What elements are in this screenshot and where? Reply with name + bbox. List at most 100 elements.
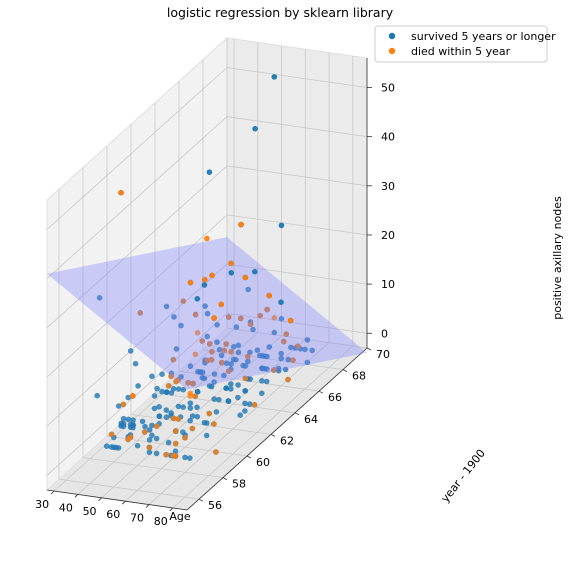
y-axis-line xyxy=(186,347,368,511)
point-survived xyxy=(228,381,234,387)
point-survived xyxy=(278,355,285,362)
x-tick-label: 60 xyxy=(106,508,120,521)
point-died xyxy=(172,440,179,447)
grid-line-y xyxy=(58,189,200,500)
point-died xyxy=(170,356,177,363)
point-survived xyxy=(202,303,208,309)
point-died xyxy=(108,431,115,438)
point-died xyxy=(218,301,224,308)
point-died xyxy=(199,338,205,344)
grid-line-y xyxy=(106,146,248,457)
point-survived xyxy=(278,350,285,357)
point-survived xyxy=(204,420,210,426)
point-survived xyxy=(216,346,223,353)
z-axis-label: positive axillary nodes xyxy=(551,196,564,320)
point-died xyxy=(211,315,217,321)
point-survived xyxy=(233,356,239,363)
grid-line-y xyxy=(130,124,272,435)
point-survived xyxy=(214,339,220,346)
point-died xyxy=(238,221,244,228)
grid-line-z xyxy=(46,116,368,279)
z-tick-label: 20 xyxy=(381,229,395,242)
point-survived xyxy=(206,169,213,175)
point-survived xyxy=(278,299,284,306)
point-survived xyxy=(142,423,148,430)
point-died xyxy=(290,357,296,364)
point-survived xyxy=(151,405,158,412)
grid-line-z xyxy=(46,165,368,329)
point-survived xyxy=(146,427,153,433)
x-tick-label: 70 xyxy=(130,512,144,525)
point-died xyxy=(118,189,124,196)
point-survived xyxy=(146,437,153,443)
point-survived xyxy=(130,424,136,431)
point-survived xyxy=(245,286,251,293)
point-survived xyxy=(204,333,210,340)
y-tick-label: 68 xyxy=(352,370,366,383)
point-survived xyxy=(254,347,261,354)
point-survived xyxy=(242,400,248,407)
point-survived xyxy=(278,316,285,322)
point-survived xyxy=(278,222,285,229)
point-survived xyxy=(213,409,220,415)
legend-marker-died xyxy=(388,47,396,55)
point-survived xyxy=(252,268,258,275)
point-survived xyxy=(163,407,170,413)
point-died xyxy=(257,312,263,319)
point-survived xyxy=(189,413,196,419)
point-died xyxy=(182,435,188,441)
point-survived xyxy=(247,401,253,407)
point-survived xyxy=(247,349,253,356)
scatter-points-front xyxy=(118,74,294,324)
point-survived xyxy=(132,360,139,367)
point-died xyxy=(280,338,287,345)
point-survived xyxy=(175,403,182,410)
point-died xyxy=(295,343,301,350)
point-survived xyxy=(159,371,165,378)
decision-plane-surface xyxy=(47,237,367,390)
y-tick-label: 60 xyxy=(256,456,270,469)
point-survived xyxy=(154,385,160,392)
point-survived xyxy=(194,296,201,302)
point-survived xyxy=(163,389,170,396)
point-survived xyxy=(263,378,270,385)
point-died xyxy=(189,425,196,432)
y-tick-label: 56 xyxy=(208,499,222,512)
z-tick-label: 30 xyxy=(381,180,395,193)
point-died xyxy=(245,353,251,360)
point-survived xyxy=(247,376,253,382)
point-survived xyxy=(170,386,177,392)
x-axis-label: Age xyxy=(169,510,191,523)
legend-label-died: died within 5 year xyxy=(411,45,511,58)
point-survived xyxy=(285,356,292,363)
point-survived xyxy=(228,270,235,276)
y-tick-mark xyxy=(222,477,228,480)
point-survived xyxy=(180,386,187,393)
point-survived xyxy=(266,344,273,350)
point-survived xyxy=(171,314,177,320)
point-survived xyxy=(211,396,217,402)
point-died xyxy=(141,429,148,435)
point-died xyxy=(175,416,182,422)
point-survived xyxy=(134,442,141,449)
point-died xyxy=(225,368,232,375)
point-survived xyxy=(180,404,186,410)
point-survived xyxy=(235,394,241,401)
point-survived xyxy=(125,416,132,423)
grid-line-y xyxy=(226,38,368,349)
point-died xyxy=(206,341,213,347)
point-died xyxy=(238,315,244,322)
y-tick-mark xyxy=(270,434,276,437)
point-survived xyxy=(194,388,201,395)
point-survived xyxy=(139,418,146,425)
point-died xyxy=(213,449,219,455)
point-survived xyxy=(242,363,249,369)
point-survived xyxy=(259,378,265,384)
grid-line-y xyxy=(202,59,344,370)
y-tick-mark xyxy=(198,498,204,502)
point-survived xyxy=(245,358,251,365)
point-survived xyxy=(282,366,289,373)
point-died xyxy=(192,351,199,358)
point-died xyxy=(163,451,169,458)
x-tick-mark xyxy=(169,507,174,512)
